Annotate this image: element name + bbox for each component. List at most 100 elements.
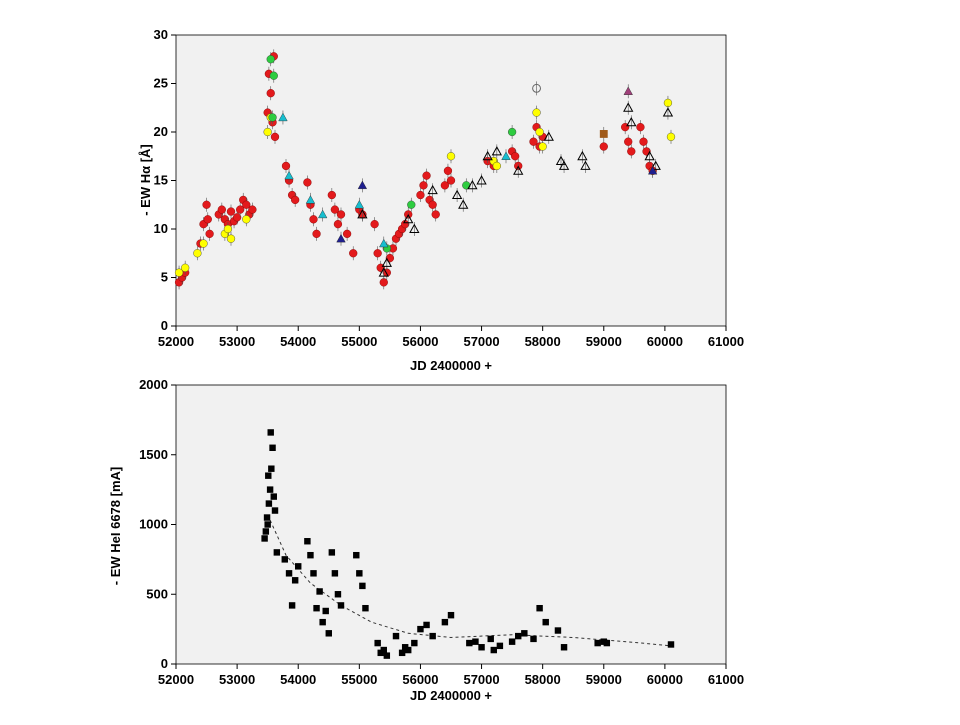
hei-data-point: [328, 549, 336, 556]
hei-x-tick-label: 59000: [586, 672, 622, 687]
hei-data-point: [423, 621, 430, 629]
hei-trend-line: [267, 514, 672, 647]
hei-data-point: [316, 588, 323, 595]
halpha-data-point: [599, 130, 608, 138]
halpha-data-point: [342, 229, 352, 238]
halpha-chart: 0 5 10 15 20 25 30 52000 53000 54000 55000 56000 57…: [138, 27, 744, 373]
halpha-data-point: [291, 195, 300, 205]
hei-data-point: [322, 607, 329, 615]
hei-data-point: [267, 429, 274, 436]
hei-data-point: [295, 563, 302, 570]
halpha-data-point: [623, 102, 634, 112]
halpha-data-point: [648, 166, 658, 175]
halpha-data-point: [407, 200, 416, 209]
halpha-x-tick-label: 60000: [647, 334, 683, 349]
halpha-data-point: [349, 249, 358, 258]
hei-data-point: [466, 639, 473, 647]
halpha-x-tick-label: 61000: [708, 334, 744, 349]
halpha-data-point: [357, 209, 368, 219]
halpha-data-point: [270, 132, 280, 141]
hei-data-point: [281, 556, 288, 563]
halpha-data-point: [403, 213, 414, 224]
hei-data-point: [667, 641, 675, 648]
halpha-data-point: [226, 207, 236, 216]
halpha-data-point: [627, 147, 636, 156]
halpha-data-point: [458, 199, 469, 209]
hei-data-point: [429, 632, 436, 640]
hei-data-point: [380, 646, 387, 654]
halpha-data-point: [662, 107, 674, 117]
hei-x-tick-label: 61000: [708, 672, 744, 687]
halpha-data-point: [336, 233, 346, 243]
hei-data-point: [508, 638, 516, 645]
hei-data-point: [266, 486, 274, 493]
halpha-data-point: [636, 123, 645, 132]
halpha-data-point: [202, 200, 211, 209]
halpha-data-point: [532, 83, 541, 93]
halpha-data-point: [529, 137, 538, 146]
halpha-y-tick-label: 0: [161, 318, 168, 333]
halpha-data-point: [305, 195, 316, 204]
hei-x-axis-title: JD 2400000 +: [410, 688, 492, 703]
halpha-data-point: [263, 127, 272, 137]
hei-data-point: [405, 646, 412, 654]
hei-x-tick-label: 53000: [219, 672, 255, 687]
hei-data-point: [392, 632, 400, 640]
halpha-data-point: [501, 151, 511, 160]
hei-data-point: [264, 521, 271, 528]
halpha-data-point: [511, 152, 520, 161]
hei-y-tick-label: 2000: [139, 377, 168, 392]
hei-x-tick-label: 55000: [341, 672, 377, 687]
hei-y-axis-title: - EW HeI 6678 [mA]: [108, 467, 123, 585]
hei-data-point: [356, 570, 363, 577]
halpha-data-point: [644, 150, 655, 161]
halpha-data-point: [284, 170, 294, 180]
hei-data-point: [334, 591, 342, 598]
hei-chart: 0 500 1000 1500 2000 52000 53000 54000 55000 560…: [108, 377, 744, 703]
halpha-data-point: [491, 146, 503, 156]
halpha-data-point: [446, 176, 456, 185]
halpha-data-point: [532, 108, 541, 117]
halpha-data-point: [624, 137, 633, 146]
halpha-data-point: [248, 205, 257, 214]
halpha-data-point: [223, 224, 233, 234]
halpha-data-point: [242, 215, 251, 224]
halpha-data-point: [476, 175, 487, 185]
halpha-data-point: [623, 86, 633, 95]
hei-data-point: [265, 472, 272, 479]
halpha-data-point: [266, 55, 275, 64]
halpha-data-point: [535, 127, 544, 137]
halpha-data-point: [427, 184, 438, 195]
halpha-data-point: [181, 263, 190, 272]
halpha-data-point: [381, 257, 393, 267]
hei-data-point: [270, 493, 277, 500]
halpha-data-point: [203, 215, 212, 224]
halpha-data-point: [451, 189, 463, 200]
hei-data-point: [331, 570, 339, 577]
halpha-data-point: [174, 268, 184, 277]
hei-data-point: [288, 602, 296, 609]
halpha-data-point: [440, 181, 450, 190]
hei-x-tick-label: 52000: [158, 672, 194, 687]
halpha-y-tick-label: 5: [161, 270, 168, 285]
hei-x-tick-label: 54000: [280, 672, 316, 687]
hei-y-tick-label: 500: [146, 586, 168, 601]
halpha-data-point: [409, 223, 420, 233]
halpha-data-point: [492, 161, 501, 171]
halpha-data-point: [416, 190, 425, 200]
halpha-data-point: [205, 229, 214, 238]
halpha-data-point: [312, 229, 321, 238]
halpha-data-point: [379, 238, 389, 248]
hei-data-point: [271, 507, 279, 514]
hei-data-point: [496, 642, 504, 650]
halpha-data-point: [357, 180, 368, 190]
halpha-y-tick-label: 30: [154, 27, 168, 42]
halpha-y-tick-label: 25: [154, 76, 168, 91]
hei-data-point: [304, 538, 311, 545]
halpha-data-point: [281, 161, 291, 171]
halpha-data-point: [327, 190, 336, 200]
halpha-y-tick-label: 10: [154, 221, 168, 236]
halpha-data-point: [650, 160, 661, 170]
hei-data-point: [398, 649, 406, 657]
